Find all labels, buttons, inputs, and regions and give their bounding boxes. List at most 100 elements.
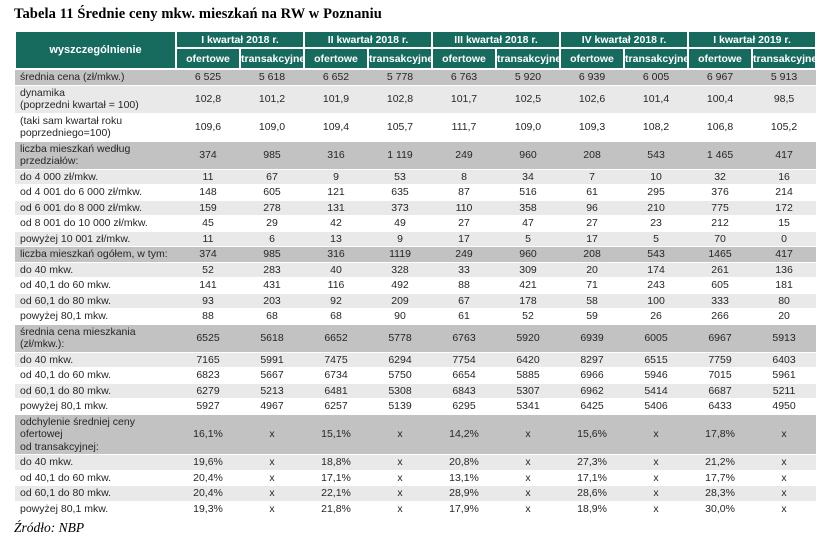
cell: 7015	[688, 367, 753, 384]
table-row: średnia cena (zł/mkw.) 6 525 5 618 6 652 5 7…	[15, 69, 817, 86]
cell: 20,8%	[432, 454, 497, 471]
cell: 15,1%	[304, 414, 369, 455]
cell: x	[752, 454, 817, 471]
row-label: do 40 mkw.	[15, 352, 176, 368]
cell: x	[240, 501, 305, 517]
cell: 61	[432, 308, 497, 325]
cell: 16,1%	[176, 414, 240, 455]
cell: 358	[496, 200, 561, 216]
cell: 543	[624, 141, 689, 170]
cell: 278	[240, 200, 305, 216]
cell: x	[240, 414, 305, 455]
quarter-header: I kwartał 2019 r.	[687, 30, 818, 49]
cell: x	[496, 470, 561, 486]
cell: 111,7	[432, 113, 497, 142]
cell: 1119	[368, 246, 433, 263]
cell: 27	[432, 215, 497, 232]
cell: 1 119	[368, 141, 433, 170]
cell: 87	[432, 184, 497, 201]
cell: 6257	[304, 398, 369, 415]
quarter-header: I kwartał 2018 r.	[174, 30, 306, 49]
cell: 59	[560, 308, 625, 325]
table-row: powyżej 10 001 zł/mkw. 11 6 13 9 17 5 17 5 70 0	[15, 231, 817, 247]
cell: 102,6	[560, 85, 625, 114]
cell: 376	[688, 184, 753, 201]
cell: 8297	[560, 352, 625, 368]
cell: 5991	[240, 352, 305, 368]
cell: 109,3	[560, 113, 625, 142]
cell: 141	[176, 277, 240, 294]
cell: 6420	[496, 352, 561, 368]
row-label: od 60,1 do 80 mkw.	[15, 383, 176, 399]
transaction-subheader: transakcyjne	[367, 47, 433, 70]
cell: 208	[560, 141, 625, 170]
cell: 4967	[240, 398, 305, 415]
cell: 110	[432, 200, 497, 216]
cell: 775	[688, 200, 753, 216]
cell: 18,8%	[304, 454, 369, 471]
cell: 9	[304, 169, 369, 185]
cell: 6939	[560, 324, 625, 353]
cell: 19,3%	[176, 501, 240, 517]
table-body: średnia cena (zł/mkw.) 6 525 5 618 6 652 5 7…	[15, 69, 817, 517]
quarter-header: IV kwartał 2018 r.	[559, 30, 690, 49]
transaction-subheader: transakcyjne	[495, 47, 561, 70]
cell: 5414	[624, 383, 689, 399]
cell: 6654	[432, 367, 497, 384]
row-label: od 40,1 do 60 mkw.	[15, 367, 176, 384]
table-row: od 4 001 do 6 000 zł/mkw. 148 605 121 635 87 5…	[15, 184, 817, 201]
table-row: od 40,1 do 60 mkw. 6823 5667 6734 5750 6654 58…	[15, 367, 817, 384]
cell: 29	[240, 215, 305, 232]
cell: 5	[496, 231, 561, 247]
cell: 109,6	[176, 113, 240, 142]
cell: 58	[560, 293, 625, 309]
row-label: powyżej 10 001 zł/mkw.	[15, 231, 176, 247]
cell: 14,2%	[432, 414, 497, 455]
table-row: od 40,1 do 60 mkw. 20,4% x 17,1% x 13,1% x 17,1…	[15, 470, 817, 486]
cell: 105,2	[752, 113, 817, 142]
cell: 373	[368, 200, 433, 216]
cell: 421	[496, 277, 561, 294]
cell: 101,4	[624, 85, 689, 114]
cell: 102,5	[496, 85, 561, 114]
offer-subheader: ofertowe	[687, 47, 754, 70]
cell: 17	[560, 231, 625, 247]
cell: 6425	[560, 398, 625, 415]
cell: 985	[240, 246, 305, 263]
cell: 45	[176, 215, 240, 232]
table-row: do 40 mkw. 7165 5991 7475 6294 7754 6420 8297 65…	[15, 352, 817, 368]
cell: 93	[176, 293, 240, 309]
cell: 13	[304, 231, 369, 247]
row-label: liczba mieszkań ogółem, w tym:	[15, 246, 176, 263]
cell: 88	[176, 308, 240, 325]
cell: 635	[368, 184, 433, 201]
subheader-row: ofertowe transakcyjne ofertowe transakcyjne…	[15, 47, 817, 70]
cell: 18,9%	[560, 501, 625, 517]
cell: 121	[304, 184, 369, 201]
row-label: od 8 001 do 10 000 zł/mkw.	[15, 215, 176, 232]
row-label: średnia cena mieszkania (zł/mkw.):	[15, 324, 176, 353]
cell: 374	[176, 246, 240, 263]
table-row: od 60,1 do 80 mkw. 93 203 92 209 67 178 58 100 33…	[15, 293, 817, 309]
row-label: powyżej 80,1 mkw.	[15, 501, 176, 517]
transaction-subheader: transakcyjne	[751, 47, 817, 70]
cell: 6652	[304, 324, 369, 353]
table-row: (taki sam kwartał roku poprzedniego=100) 1…	[15, 113, 817, 142]
row-label: średnia cena (zł/mkw.)	[15, 69, 176, 86]
quarter-header: II kwartał 2018 r.	[303, 30, 434, 49]
cell: 23	[624, 215, 689, 232]
row-label: do 40 mkw.	[15, 454, 176, 471]
cell: 15,6%	[560, 414, 625, 455]
cell: 68	[304, 308, 369, 325]
cell: 5667	[240, 367, 305, 384]
cell: 960	[496, 246, 561, 263]
cell: 98,5	[752, 85, 817, 114]
cell: 266	[688, 308, 753, 325]
cell: 96	[560, 200, 625, 216]
cell: 374	[176, 141, 240, 170]
cell: 100	[624, 293, 689, 309]
cell: 5927	[176, 398, 240, 415]
cell: 101,7	[432, 85, 497, 114]
cell: 11	[176, 169, 240, 185]
corner-header: wyszczególnienie	[14, 30, 177, 70]
